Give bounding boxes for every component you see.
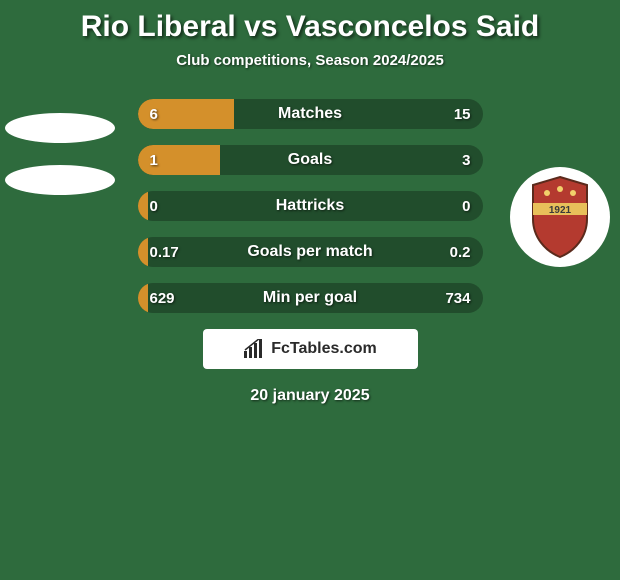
stat-row: 6Matches15 [138, 99, 483, 129]
stat-row: 0Hattricks0 [138, 191, 483, 221]
stat-value-right: 734 [445, 283, 470, 313]
stat-label: Hattricks [138, 191, 483, 221]
stat-value-right: 0.2 [450, 237, 471, 267]
stat-label: Goals per match [138, 237, 483, 267]
team-placeholder-oval [5, 165, 115, 195]
stat-value-right: 3 [462, 145, 470, 175]
stat-value-right: 0 [462, 191, 470, 221]
chart-icon [243, 339, 265, 359]
stat-row: 1Goals3 [138, 145, 483, 175]
branding-text: FcTables.com [271, 340, 377, 358]
content-area: 1921 6Matches15 1Goals3 0Hattricks0 0.17Goa… [0, 99, 620, 405]
stat-value-right: 15 [454, 99, 471, 129]
stat-label: Matches [138, 99, 483, 129]
stat-row: 0.17Goals per match0.2 [138, 237, 483, 267]
date-text: 20 january 2025 [0, 387, 620, 405]
stat-rows: 6Matches15 1Goals3 0Hattricks0 0.17Goals pe… [138, 99, 483, 313]
shield-icon: 1921 [525, 175, 595, 259]
page-title: Rio Liberal vs Vasconcelos Said [0, 0, 620, 44]
stat-label: Goals [138, 145, 483, 175]
comparison-card: Rio Liberal vs Vasconcelos Said Club com… [0, 0, 620, 580]
stat-row: 629Min per goal734 [138, 283, 483, 313]
team-placeholder-oval [5, 113, 115, 143]
stat-label: Min per goal [138, 283, 483, 313]
branding-bar: FcTables.com [203, 329, 418, 369]
svg-text:1921: 1921 [549, 205, 572, 216]
subtitle: Club competitions, Season 2024/2025 [0, 52, 620, 69]
club-badge: 1921 [510, 167, 610, 267]
